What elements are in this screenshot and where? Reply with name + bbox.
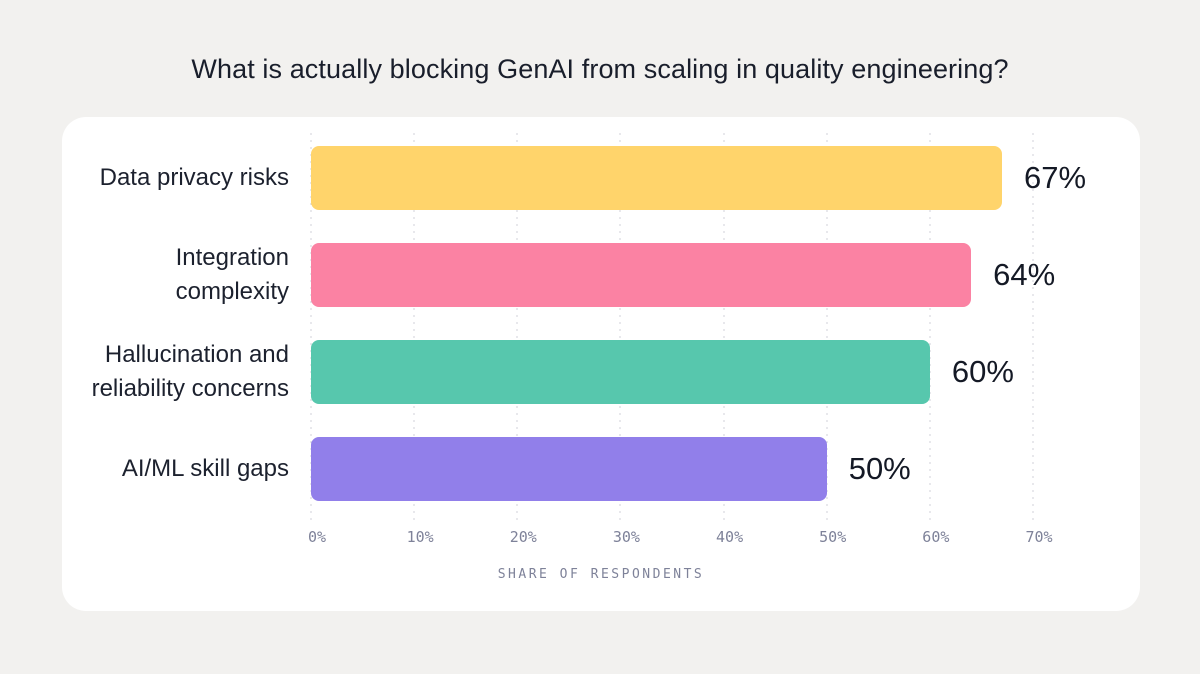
- x-tick-label: 0%: [307, 528, 327, 546]
- chart-row: Integration complexity 64%: [62, 243, 1140, 307]
- chart-card: Data privacy risks 67% Integration complex…: [62, 117, 1140, 611]
- x-tick-label: 30%: [612, 528, 640, 546]
- x-axis-ticks: 0% 10% 20% 30% 40% 50% 60% 70%: [307, 528, 1053, 548]
- x-tick-label: 50%: [819, 528, 847, 546]
- category-label: Hallucination and reliability concerns: [91, 341, 289, 402]
- x-tick-label: 60%: [922, 528, 950, 546]
- chart-row: Data privacy risks 67%: [62, 146, 1140, 210]
- bar-track: 50%: [311, 437, 1033, 501]
- bar: [311, 340, 930, 404]
- x-tick-label: 10%: [406, 528, 434, 546]
- value-label: 64%: [993, 257, 1056, 292]
- value-label: 60%: [951, 354, 1014, 389]
- chart-title: What is actually blocking GenAI from sca…: [191, 54, 1009, 84]
- bar-track: 60%: [311, 340, 1033, 404]
- bar-track: 64%: [311, 243, 1055, 307]
- bar: [311, 146, 1003, 210]
- value-label: 50%: [848, 451, 911, 486]
- chart-row: Hallucination and reliability concerns 60…: [62, 340, 1140, 404]
- value-label: 67%: [1024, 160, 1087, 195]
- bar: [311, 243, 972, 307]
- category-label: Data privacy risks: [99, 164, 289, 191]
- bar-track: 67%: [311, 146, 1086, 210]
- category-label: AI/ML skill gaps: [121, 455, 289, 482]
- x-tick-label: 20%: [509, 528, 537, 546]
- bar: [311, 437, 827, 501]
- x-tick-label: 40%: [716, 528, 744, 546]
- x-axis-label: SHARE OF RESPONDENTS: [497, 567, 705, 582]
- category-label: Integration complexity: [175, 244, 289, 305]
- x-tick-label: 70%: [1025, 528, 1053, 546]
- chart-row: AI/ML skill gaps 50%: [62, 437, 1140, 501]
- chart-rows: Data privacy risks 67% Integration complex…: [62, 146, 1140, 534]
